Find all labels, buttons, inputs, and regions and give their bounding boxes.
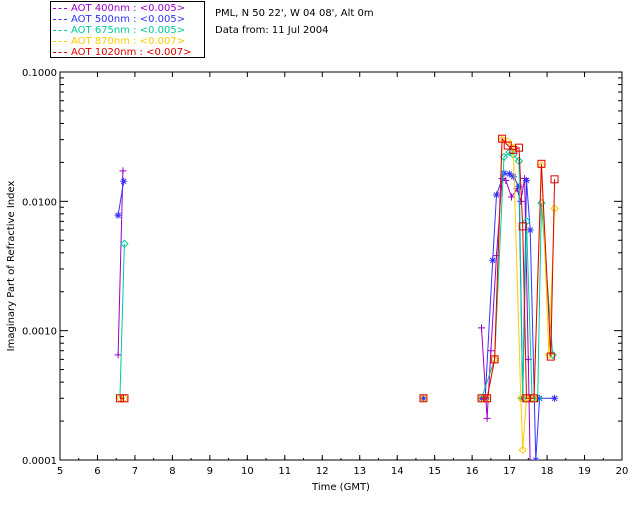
y-axis-title: Imaginary Part of Refractive Index <box>6 181 17 352</box>
x-tick-label-7: 7 <box>132 466 138 477</box>
series-line-1-1 <box>481 172 555 460</box>
series-point-1-1-2 <box>489 256 497 264</box>
series-point-1-2-0 <box>419 394 427 402</box>
series-point-4-2-0 <box>419 394 428 403</box>
series-line-0-0 <box>117 170 124 355</box>
x-tick-label-15: 15 <box>428 466 441 477</box>
legend-label-870nm: AOT 870nm : <box>71 36 140 47</box>
legend-swatch-400nm <box>53 7 67 9</box>
legend-label-1020nm: AOT 1020nm : <box>71 47 147 58</box>
series-point-0-1-2 <box>487 347 495 355</box>
series-point-4-0-1 <box>120 394 129 403</box>
series-point-4-1-10 <box>537 159 546 168</box>
series-line-4-1 <box>481 137 556 399</box>
series-point-4-1-7 <box>518 222 527 231</box>
series-point-3-1-7 <box>518 445 527 454</box>
legend-entry-1020nm: AOT 1020nm : <0.007> <box>53 47 191 58</box>
y-tick-label-0.0001: 0.0001 <box>22 456 57 467</box>
legend-label-400nm: AOT 400nm : <box>71 3 140 14</box>
date-text: Data from: 11 Jul 2004 <box>215 25 329 36</box>
series-point-1-1-3 <box>492 191 500 199</box>
series-line-1-0 <box>117 181 125 216</box>
legend-entry-500nm: AOT 500nm : <0.005> <box>53 14 185 25</box>
y-tick-label-0.0100: 0.0100 <box>22 197 57 208</box>
series-point-0-1-5 <box>502 176 510 184</box>
legend-entry-870nm: AOT 870nm : <0.007> <box>53 36 185 47</box>
y-tick-label-0.0010: 0.0010 <box>22 327 57 338</box>
x-tick-label-18: 18 <box>541 466 554 477</box>
x-tick-label-8: 8 <box>169 466 175 477</box>
legend-entry-675nm: AOT 675nm : <0.005> <box>53 25 185 36</box>
series-point-4-1-12 <box>550 175 559 184</box>
legend: AOT 400nm : <0.005> AOT 500nm : <0.005> … <box>50 1 205 58</box>
series-point-0-1-3 <box>492 252 500 260</box>
series-point-0-1-0 <box>478 324 485 332</box>
series-point-4-1-1 <box>483 394 492 403</box>
legend-note-870nm: <0.007> <box>139 36 186 47</box>
x-tick-label-16: 16 <box>466 466 479 477</box>
series-point-2-1-3 <box>505 147 514 157</box>
x-tick-label-6: 6 <box>94 466 100 477</box>
series-line-2-0 <box>119 243 125 399</box>
x-tick-label-20: 20 <box>616 466 629 477</box>
x-tick-label-19: 19 <box>578 466 591 477</box>
x-tick-label-13: 13 <box>353 466 366 477</box>
location-text: PML, N 50 22', W 04 08', Alt 0m <box>215 8 374 19</box>
series-point-1-1-5 <box>506 170 514 178</box>
series-line-0-1 <box>481 177 531 460</box>
legend-note-1020nm: <0.007> <box>146 47 192 58</box>
legend-swatch-870nm <box>53 40 67 42</box>
series-point-1-1-13 <box>551 394 559 402</box>
series-point-1-1-4 <box>500 169 508 177</box>
x-tick-label-14: 14 <box>391 466 404 477</box>
series-point-0-1-8 <box>517 197 525 205</box>
series-point-1-0-0 <box>114 211 122 219</box>
series-point-2-0-1 <box>120 239 129 248</box>
x-axis-title: Time (GMT) <box>311 482 370 493</box>
series-point-4-1-6 <box>514 143 523 152</box>
series-point-4-1-0 <box>477 394 486 403</box>
x-tick-label-11: 11 <box>278 466 291 477</box>
legend-entry-400nm: AOT 400nm : <0.005> <box>53 3 185 14</box>
series-point-2-1-10 <box>537 198 546 208</box>
x-tick-label-12: 12 <box>316 466 329 477</box>
series-point-4-1-5 <box>509 145 518 154</box>
series-point-1-1-10 <box>526 226 534 234</box>
series-point-2-1-5 <box>514 156 524 166</box>
series-point-0-1-1 <box>483 414 491 422</box>
x-tick-label-5: 5 <box>57 466 63 477</box>
series-point-0-0-0 <box>114 351 122 359</box>
series-point-3-1-12 <box>550 204 559 213</box>
legend-label-500nm: AOT 500nm : <box>71 14 140 25</box>
x-tick-label-10: 10 <box>241 466 254 477</box>
legend-label-675nm: AOT 675nm : <box>71 25 140 36</box>
x-tick-label-17: 17 <box>503 466 516 477</box>
series-point-4-1-2 <box>490 355 499 364</box>
legend-note-500nm: <0.005> <box>139 14 186 25</box>
series-point-1-1-6 <box>509 173 517 181</box>
series-point-1-1-11 <box>532 456 540 460</box>
series-point-4-1-9 <box>529 394 538 403</box>
legend-note-400nm: <0.005> <box>139 3 186 14</box>
series-point-4-0-0 <box>115 394 124 403</box>
legend-swatch-675nm <box>53 29 67 31</box>
series-point-1-1-12 <box>536 394 544 402</box>
series-point-0-0-1 <box>119 167 127 175</box>
series-point-1-0-1 <box>120 177 128 185</box>
series-point-4-1-3 <box>498 134 507 143</box>
legend-swatch-500nm <box>53 18 67 20</box>
series-point-0-1-11 <box>527 462 534 469</box>
x-tick-label-9: 9 <box>207 466 213 477</box>
series-point-1-1-9 <box>522 176 530 184</box>
y-tick-label-0.1000: 0.1000 <box>22 68 57 79</box>
series-point-0-1-6 <box>507 193 515 201</box>
legend-note-675nm: <0.005> <box>139 25 186 36</box>
series-line-2-1 <box>481 151 554 399</box>
series-point-4-1-11 <box>546 352 555 361</box>
series-point-4-1-4 <box>503 141 512 150</box>
legend-swatch-1020nm <box>53 51 67 53</box>
